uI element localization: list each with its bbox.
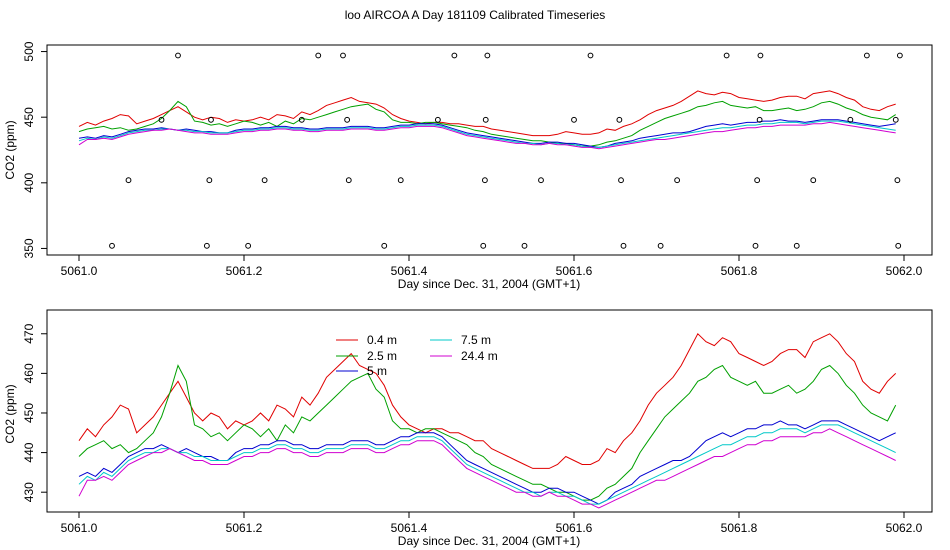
chart-title: loo AIRCOA A Day 181109 Calibrated Times… — [345, 8, 606, 22]
x-tick-label: 5061.2 — [226, 264, 263, 278]
marker-point — [521, 242, 528, 249]
plot-frame — [46, 309, 933, 513]
marker-point — [793, 242, 800, 249]
marker-point — [896, 52, 903, 59]
top-y-axis-title: CO2 (ppm) — [3, 120, 17, 179]
series-line-7-5-m — [78, 424, 896, 505]
y-tick-label: 450 — [22, 403, 36, 423]
marker-point — [674, 177, 681, 184]
marker-point — [892, 116, 899, 123]
x-tick-label: 5061.2 — [226, 521, 263, 535]
series-line-2-5-m — [78, 364, 897, 501]
series-line-5-m — [78, 420, 896, 505]
marker-point — [895, 242, 902, 249]
legend-label-24-4-m: 24.4 m — [461, 349, 498, 363]
marker-point — [245, 242, 252, 249]
x-tick-label: 5061.4 — [391, 264, 428, 278]
marker-point — [344, 116, 351, 123]
legend-label-5-m: 5 m — [367, 364, 387, 378]
x-tick-label: 5061.4 — [391, 521, 428, 535]
marker-point — [482, 116, 489, 123]
marker-point — [203, 242, 210, 249]
marker-point — [847, 116, 854, 123]
x-tick-label: 5061.6 — [556, 264, 593, 278]
y-tick-label: 350 — [22, 238, 36, 258]
series-line-0-4-m — [78, 90, 896, 137]
marker-point — [863, 52, 870, 59]
marker-point — [620, 242, 627, 249]
marker-point — [208, 116, 214, 123]
x-tick-label: 5061.0 — [61, 264, 98, 278]
x-tick-label: 5061.0 — [61, 521, 98, 535]
y-tick-label: 470 — [22, 323, 36, 343]
y-tick-label: 450 — [22, 107, 36, 127]
marker-point — [752, 242, 759, 249]
y-tick-label: 460 — [22, 363, 36, 383]
y-tick-label: 400 — [22, 172, 36, 192]
marker-point — [261, 177, 268, 184]
marker-point — [894, 177, 901, 184]
marker-point — [451, 52, 458, 59]
marker-point — [616, 116, 623, 123]
marker-point — [587, 52, 594, 59]
top-x-axis-title: Day since Dec. 31, 2004 (GMT+1) — [398, 277, 580, 291]
marker-point — [657, 242, 664, 249]
y-tick-label: 500 — [22, 41, 36, 61]
x-tick-label: 5061.8 — [721, 264, 758, 278]
legend-label-2-5-m: 2.5 m — [367, 349, 397, 363]
marker-point — [381, 242, 388, 249]
bottom-x-axis-title: Day since Dec. 31, 2004 (GMT+1) — [398, 534, 580, 548]
x-tick-label: 5061.6 — [556, 521, 593, 535]
marker-point — [618, 177, 624, 184]
x-tick-label: 5061.8 — [721, 521, 758, 535]
marker-point — [754, 177, 761, 184]
marker-point — [125, 177, 132, 184]
marker-point — [298, 116, 305, 123]
marker-point — [723, 52, 730, 59]
bottom-y-axis-title: CO2 (ppm) — [3, 384, 17, 443]
x-tick-label: 5062.0 — [886, 264, 923, 278]
bottom-panel: CO2 (ppm) Day since Dec. 31, 2004 (GMT+1… — [3, 309, 933, 548]
marker-point — [158, 116, 165, 123]
series-line-2-5-m — [78, 100, 896, 147]
marker-point — [206, 177, 213, 184]
marker-point — [340, 52, 346, 59]
marker-point — [434, 116, 441, 123]
legend-label-0-4-m: 0.4 m — [367, 333, 397, 347]
marker-point — [484, 52, 491, 59]
marker-point — [757, 52, 764, 59]
legend-label-7-5-m: 7.5 m — [461, 333, 491, 347]
marker-point — [538, 177, 544, 184]
marker-point — [345, 177, 352, 184]
marker-point — [482, 177, 488, 184]
marker-point — [175, 52, 181, 59]
marker-point — [480, 242, 487, 249]
marker-point — [810, 177, 817, 184]
marker-point — [109, 242, 115, 249]
series-line-7-5-m — [78, 120, 896, 148]
marker-point — [315, 52, 322, 59]
marker-point — [571, 116, 577, 123]
marker-point — [756, 116, 763, 123]
series-line-24-4-m — [78, 428, 896, 509]
legend: 0.4 m 2.5 m 5 m 7.5 m 24.4 m — [336, 333, 498, 378]
marker-point — [397, 177, 404, 184]
series-line-24-4-m — [78, 121, 896, 150]
y-tick-label: 430 — [22, 482, 36, 502]
x-tick-label: 5062.0 — [886, 521, 923, 535]
series-line-0-4-m — [78, 332, 897, 469]
top-panel: CO2 (ppm) Day since Dec. 31, 2004 (GMT+1… — [3, 41, 933, 291]
plot-frame — [46, 44, 933, 256]
y-tick-label: 440 — [22, 442, 36, 462]
